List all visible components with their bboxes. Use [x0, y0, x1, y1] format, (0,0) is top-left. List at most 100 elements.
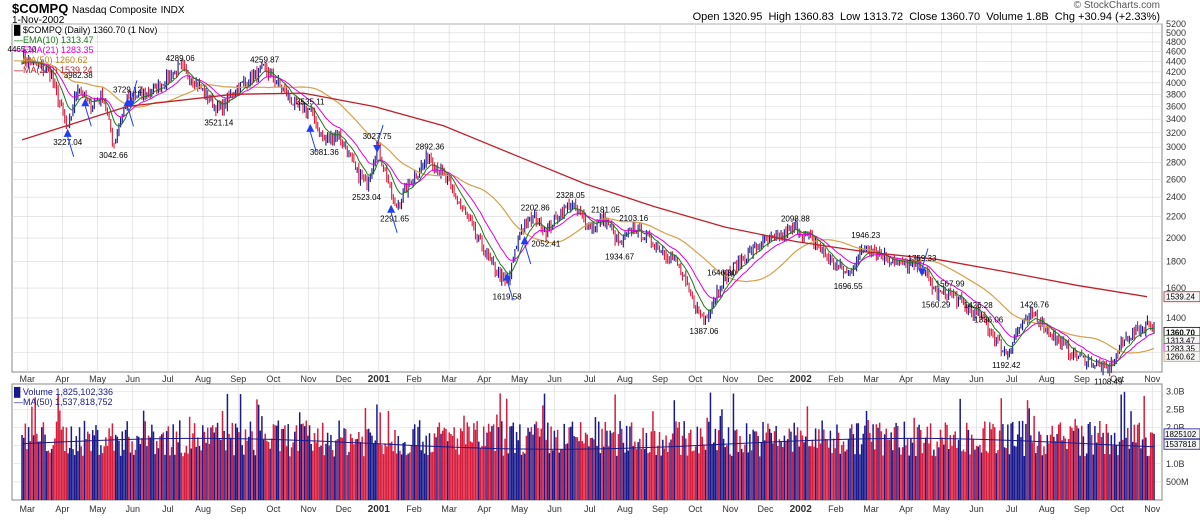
volume-value-tag-label: 1825102: [1165, 430, 1197, 439]
volume-bar: [829, 430, 832, 500]
price-tick-label: 4000: [1166, 78, 1186, 88]
volume-bar: [78, 427, 81, 500]
volume-bar: [900, 454, 902, 500]
volume-bar: [491, 426, 493, 500]
volume-bar: [642, 427, 644, 500]
volume-bar: [915, 455, 917, 500]
volume-bar: [606, 430, 608, 500]
volume-bar: [374, 440, 377, 500]
volume-bar: [611, 433, 613, 500]
volume-bar: [961, 451, 963, 500]
volume-x-tick-label: Jun: [547, 504, 562, 514]
volume-bar: [831, 453, 833, 500]
volume-x-tick-label: Apr: [899, 504, 913, 514]
volume-bar: [228, 433, 230, 500]
volume-bar: [64, 451, 66, 500]
volume-bar: [885, 428, 887, 500]
chart-title: $COMPQ Nasdaq Composite INDX: [12, 1, 185, 16]
volume-bar: [949, 435, 952, 500]
price-tick-label: 3200: [1166, 128, 1186, 138]
volume-bar: [1054, 441, 1057, 500]
volume-bar: [88, 433, 91, 500]
volume-bar: [446, 441, 449, 500]
volume-bar: [294, 431, 296, 500]
volume-x-tick-label: Aug: [617, 504, 633, 514]
volume-bar: [106, 446, 109, 500]
volume-bar: [847, 439, 850, 500]
price-value-tag-label: 1260.62: [1166, 352, 1195, 361]
volume-bar: [622, 442, 625, 500]
volume-bar: [118, 440, 120, 500]
volume-bar: [811, 439, 814, 500]
volume-bar: [898, 447, 901, 500]
volume-bar: [167, 426, 170, 500]
volume-bar: [1082, 436, 1085, 500]
volume-bar: [1056, 434, 1058, 500]
volume-bar: [625, 425, 628, 500]
volume-bar: [44, 434, 46, 500]
volume-bar: [174, 454, 176, 500]
volume-bar: [505, 398, 508, 500]
volume-bar: [425, 435, 427, 500]
volume-bar: [706, 417, 708, 500]
volume-bar: [744, 444, 746, 500]
volume-bar: [612, 432, 615, 500]
volume-bar: [185, 445, 188, 500]
volume-bar: [908, 455, 910, 500]
volume-x-tick-label: Feb: [406, 504, 422, 514]
volume-bar: [147, 435, 150, 500]
legend-ema21-text: EMA(21) 1283.35: [23, 45, 94, 55]
signal-arrow: [63, 128, 72, 137]
volume-bar: [793, 422, 795, 500]
volume-bar: [282, 428, 285, 500]
volume-bar: [1122, 439, 1124, 500]
volume-bar: [882, 455, 884, 500]
volume-bar: [896, 425, 899, 500]
volume-bar: [903, 421, 906, 500]
volume-bar: [175, 431, 178, 500]
volume-bar: [1151, 432, 1154, 500]
volume-bar: [195, 446, 197, 500]
volume-bar: [823, 429, 825, 500]
volume-bar: [386, 446, 388, 500]
volume-bar: [1028, 408, 1030, 500]
volume-bar: [938, 447, 940, 500]
volume-bar: [806, 406, 809, 500]
volume-bar: [241, 445, 243, 500]
price-annotation: 1108.49: [1094, 377, 1123, 386]
volume-bar: [473, 423, 475, 500]
price-annotation: 1619.58: [493, 292, 522, 301]
volume-bar: [478, 441, 480, 500]
volume-bar: [52, 445, 55, 500]
volume-bar: [243, 454, 245, 500]
volume-bar: [21, 434, 23, 500]
price-x-tick-label: 2001: [368, 374, 391, 385]
volume-bar: [691, 451, 694, 500]
volume-bar: [1046, 435, 1049, 500]
volume-bar: [525, 435, 528, 500]
volume-bar: [941, 437, 943, 500]
signal-arrow-tail: [130, 80, 138, 101]
volume-bar: [712, 442, 715, 500]
volume-bar: [597, 421, 600, 500]
volume-bar: [680, 454, 682, 500]
volume-bar: [919, 430, 922, 500]
price-annotation: 1426.28: [964, 301, 993, 310]
volume-bar: [693, 450, 695, 500]
volume-x-tick-label: Oct: [266, 504, 281, 514]
volume-bar: [883, 434, 886, 500]
price-tick-label: 4800: [1166, 37, 1186, 47]
volume-bar: [221, 410, 224, 500]
legend-volume-ma-text: MA(50) 1,537,818,752: [23, 397, 113, 407]
volume-bar: [1095, 442, 1098, 500]
volume-x-tick-label: 2002: [790, 504, 813, 515]
volume-bar: [151, 424, 153, 500]
volume-bar: [358, 432, 360, 500]
volume-bar: [1104, 454, 1106, 500]
volume-bar: [220, 439, 222, 500]
price-x-tick-label: Sep: [230, 374, 246, 384]
price-annotation: 2098.88: [781, 214, 810, 223]
volume-bar: [780, 441, 782, 500]
volume-bar: [252, 449, 255, 500]
volume-bar: [652, 411, 654, 500]
